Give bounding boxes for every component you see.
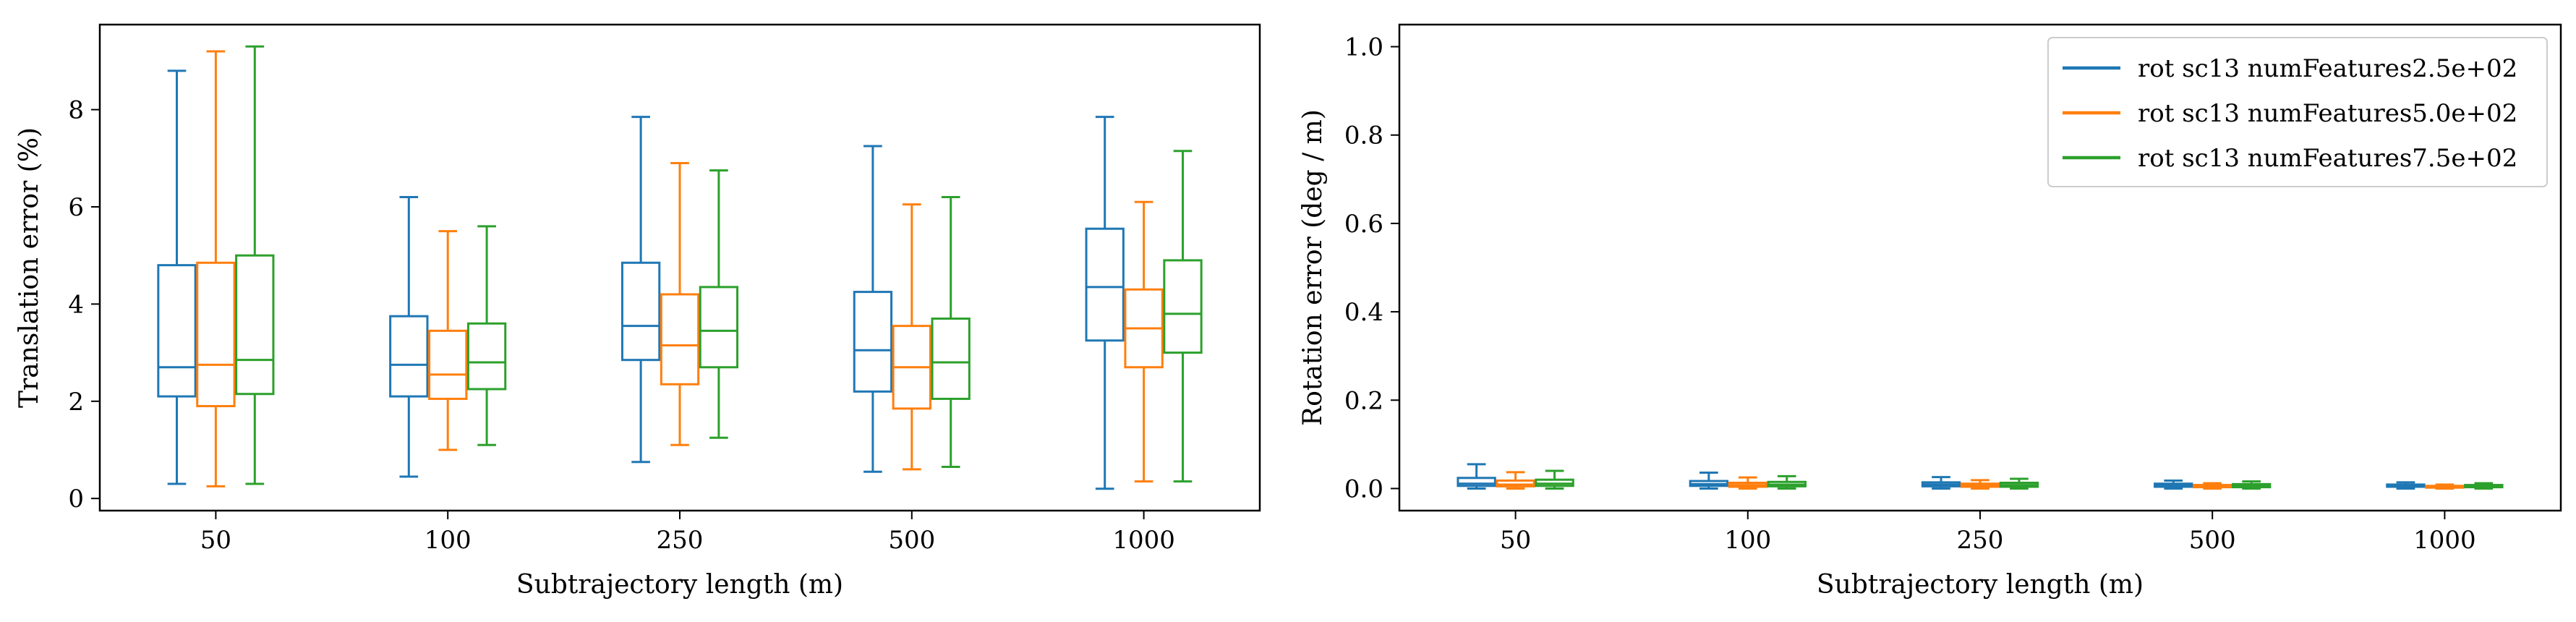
box-series1-cat3 bbox=[892, 203, 931, 471]
box-series0-cat4 bbox=[2386, 481, 2426, 490]
box-series1-cat1 bbox=[428, 230, 468, 451]
box-series0-cat0 bbox=[1457, 463, 1496, 490]
box-iqr bbox=[157, 264, 197, 398]
box-series2-cat4 bbox=[1163, 150, 1203, 483]
box-series2-cat2 bbox=[699, 169, 739, 439]
series-0 bbox=[157, 69, 1125, 490]
box-iqr bbox=[1457, 477, 1496, 487]
box-series1-cat4 bbox=[2425, 483, 2465, 490]
translation-error-chart: 0 2 4 6 8 50 100 250 500 1000 Subtrajectory length… bbox=[14, 23, 1261, 600]
y-tick-label: 0.6 bbox=[1344, 210, 1383, 239]
box-series0-cat4 bbox=[1085, 116, 1125, 490]
box-iqr bbox=[428, 329, 468, 400]
box-series0-cat1 bbox=[389, 196, 429, 478]
box-iqr bbox=[699, 286, 739, 369]
box-series2-cat4 bbox=[2464, 482, 2504, 490]
box-series1-cat2 bbox=[1960, 479, 2000, 490]
box-iqr bbox=[1496, 479, 1535, 487]
y-tick-label: 0 bbox=[68, 485, 84, 514]
y-tick-label: 2 bbox=[68, 388, 84, 417]
box-iqr bbox=[660, 293, 700, 385]
box-series1-cat3 bbox=[2193, 482, 2232, 490]
x-axis-label: Subtrajectory length (m) bbox=[1817, 570, 2144, 600]
box-iqr bbox=[196, 261, 236, 408]
box-series0-cat0 bbox=[157, 69, 197, 485]
y-tick-label: 4 bbox=[68, 290, 84, 319]
x-tick-label: 250 bbox=[657, 526, 704, 555]
box-iqr bbox=[853, 291, 893, 393]
y-tick-label: 0.0 bbox=[1344, 474, 1383, 503]
box-series1-cat0 bbox=[196, 50, 236, 487]
y-tick-label: 0.4 bbox=[1344, 298, 1383, 327]
legend: rot sc13 numFeatures2.5e+02 rot sc13 numF… bbox=[2047, 37, 2548, 187]
x-tick-label: 100 bbox=[425, 526, 472, 555]
x-tick-label: 50 bbox=[200, 526, 231, 555]
x-tick-label: 50 bbox=[1500, 526, 1531, 555]
box-series1-cat2 bbox=[660, 162, 700, 446]
box-series0-cat1 bbox=[1689, 471, 1729, 490]
x-tick-label: 1000 bbox=[2413, 526, 2476, 555]
box-iqr bbox=[389, 315, 429, 398]
series-0 bbox=[1457, 463, 2426, 490]
y-tick-label: 6 bbox=[68, 193, 84, 222]
rotation-error-chart: 0.0 0.2 0.4 0.6 0.8 1.0 50 100 250 500 1000 Subtraj… bbox=[1298, 23, 2562, 600]
box-iqr bbox=[931, 318, 971, 400]
legend-label: rot sc13 numFeatures5.0e+02 bbox=[2138, 99, 2517, 128]
legend-frame bbox=[2047, 37, 2548, 187]
box-iqr bbox=[235, 254, 275, 396]
box-series0-cat2 bbox=[1921, 476, 1961, 490]
series-2 bbox=[1535, 469, 2504, 490]
box-series2-cat1 bbox=[466, 225, 507, 446]
box-series2-cat2 bbox=[1999, 477, 2039, 490]
box-series1-cat0 bbox=[1496, 471, 1535, 490]
box-series2-cat3 bbox=[931, 196, 971, 469]
box-series1-cat1 bbox=[1728, 476, 1767, 490]
x-tick-label: 250 bbox=[1957, 526, 2004, 555]
box-series2-cat3 bbox=[2231, 480, 2272, 490]
y-tick-label: 1.0 bbox=[1344, 33, 1383, 62]
series-2 bbox=[235, 45, 1203, 485]
series-1 bbox=[196, 50, 1164, 487]
box-series2-cat0 bbox=[235, 45, 275, 485]
y-tick-label: 8 bbox=[68, 96, 84, 125]
x-tick-label: 500 bbox=[2189, 526, 2236, 555]
box-series0-cat2 bbox=[620, 116, 661, 464]
x-tick-label: 1000 bbox=[1112, 526, 1175, 555]
box-series2-cat1 bbox=[1767, 474, 1807, 490]
y-axis-label: Rotation error (deg / m) bbox=[1298, 109, 1328, 426]
series-1 bbox=[1496, 471, 2465, 490]
box-iqr bbox=[1085, 227, 1125, 342]
legend-label: rot sc13 numFeatures2.5e+02 bbox=[2138, 54, 2517, 83]
box-series0-cat3 bbox=[853, 145, 893, 473]
legend-label: rot sc13 numFeatures7.5e+02 bbox=[2138, 144, 2517, 173]
box-series2-cat0 bbox=[1535, 469, 1574, 490]
x-tick-label: 500 bbox=[888, 526, 935, 555]
box-iqr bbox=[1163, 259, 1203, 354]
box-iqr bbox=[620, 261, 661, 362]
x-axis-label: Subtrajectory length (m) bbox=[516, 570, 843, 600]
box-iqr bbox=[466, 322, 507, 391]
y-tick-label: 0.8 bbox=[1344, 122, 1383, 150]
y-axis-label: Translation error (%) bbox=[14, 127, 44, 408]
x-tick-label: 100 bbox=[1724, 526, 1771, 555]
box-series1-cat4 bbox=[1124, 200, 1164, 483]
box-series0-cat3 bbox=[2154, 479, 2193, 490]
y-tick-label: 0.2 bbox=[1344, 386, 1383, 415]
